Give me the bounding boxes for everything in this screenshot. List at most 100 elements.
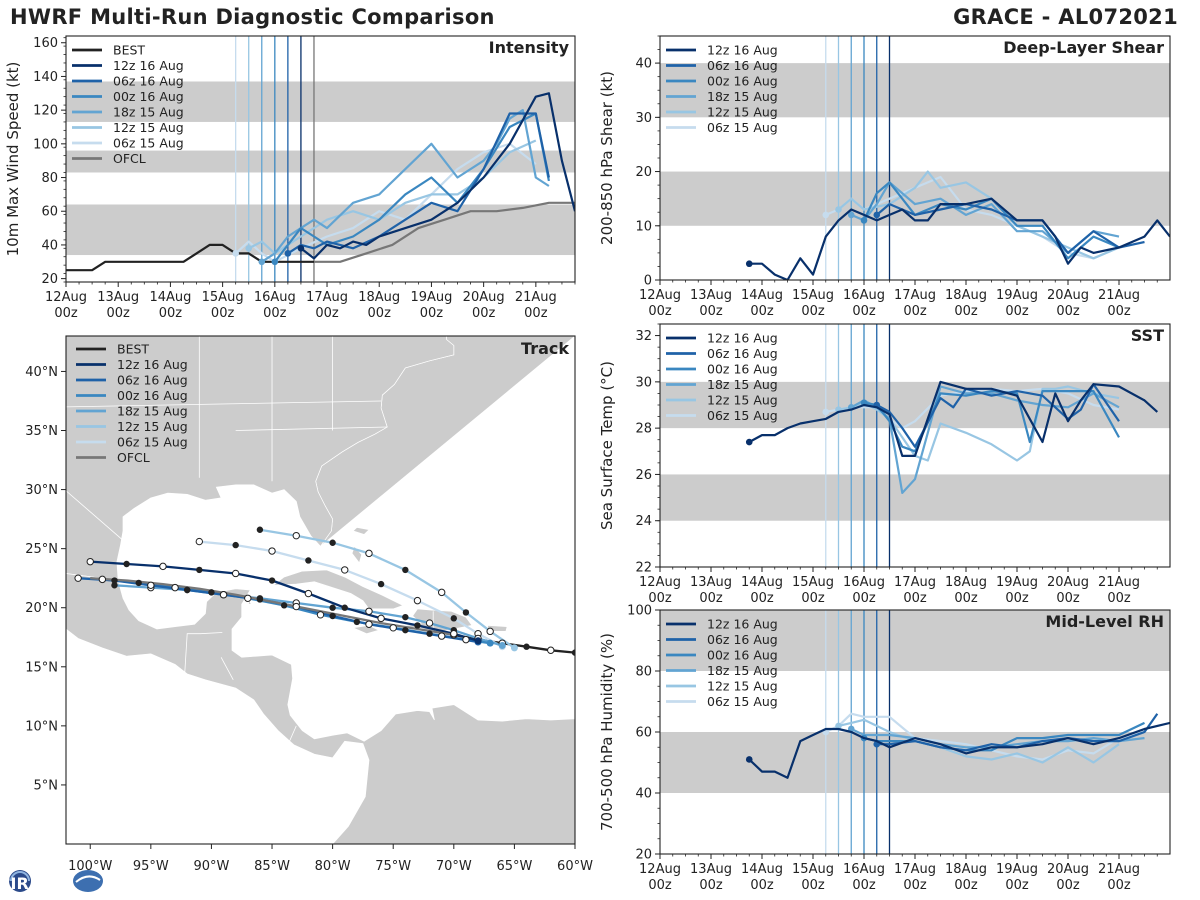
map-border-0 — [66, 490, 123, 540]
track-point-18z-15-aug — [402, 613, 409, 621]
track-point-00z-16-aug — [389, 624, 397, 632]
shear-xtick-hour: 00z — [1056, 304, 1080, 319]
legend-label-06z-15-aug: 06z 15 Aug — [707, 120, 778, 135]
intensity-init-marker-06z-15-aug — [232, 250, 239, 257]
map-border-7 — [235, 426, 388, 431]
intensity-ytick-label: 120 — [33, 104, 58, 119]
track-point-06z-16-aug — [329, 612, 336, 620]
map-border-9 — [288, 725, 297, 743]
intensity-series-best — [66, 243, 314, 272]
land-island-cuba — [272, 569, 404, 610]
track-point-06z-15-aug — [413, 596, 422, 605]
legend-label-06z-15-aug: 06z 15 Aug — [707, 408, 778, 423]
legend-label-12z-16-aug: 12z 16 Aug — [113, 58, 184, 73]
land-central-south-america — [66, 573, 575, 844]
shear-xtick-hour: 00z — [1005, 304, 1029, 319]
sst-xtick-day: 18Aug — [945, 575, 987, 590]
intensity-xtick-day: 13Aug — [97, 290, 139, 305]
legend-label-12z-15-aug: 12z 15 Aug — [707, 679, 778, 694]
track-point-06z-16-aug — [365, 620, 373, 628]
track-point-06z-16-aug — [256, 596, 264, 603]
rh-xtick-hour: 00z — [1005, 878, 1029, 893]
track-point-18z-15-aug — [111, 582, 118, 589]
sst-xtick-day: 20Aug — [1047, 575, 1089, 590]
shear-series-12z-15-aug — [837, 170, 1120, 260]
track-lat-label: 15°N — [25, 660, 58, 675]
legend-label-06z-15-aug: 06z 15 Aug — [117, 435, 188, 450]
legend-label-18z-15-aug: 18z 15 Aug — [707, 89, 778, 104]
legend-label-ofcl: OFCL — [113, 151, 146, 166]
legend-label-00z-16-aug: 00z 16 Aug — [707, 74, 778, 89]
intensity-xtick-day: 14Aug — [149, 290, 191, 305]
track-point-12z-15-aug — [462, 609, 470, 616]
intensity-xtick-hour: 00z — [315, 306, 339, 321]
sst-xtick-hour: 00z — [648, 591, 672, 606]
intensity-ytick-label: 100 — [33, 137, 58, 152]
track-point-18z-15-aug — [365, 607, 373, 615]
legend-label-18z-15-aug: 18z 15 Aug — [113, 105, 184, 120]
panel-track: 100°W 95°W 90°W 85°W 80°W 75°W 70°W 65°W 60°W 5°N… — [25, 335, 593, 874]
sst-ytick-label: 30 — [635, 375, 652, 390]
sst-xtick-day: 12Aug — [639, 575, 681, 590]
legend-label-12z-15-aug: 12z 15 Aug — [707, 393, 778, 408]
intensity-xtick-day: 12Aug — [45, 290, 87, 305]
track-point-18z-15-aug — [329, 604, 336, 611]
track-point-06z-15-aug — [377, 580, 385, 588]
shear-band-0 — [660, 171, 1170, 226]
sst-xtick-hour: 00z — [1107, 591, 1131, 606]
shear-xtick-hour: 00z — [801, 304, 825, 319]
intensity-xtick-hour: 00z — [524, 306, 548, 321]
shear-series-12z-16-aug — [749, 197, 1170, 280]
track-point-06z-16-aug — [292, 602, 300, 611]
sst-xtick-hour: 00z — [903, 591, 927, 606]
intensity-plot-area — [66, 36, 575, 282]
track-lat-label: 30°N — [25, 483, 58, 498]
intensity-title: Intensity — [489, 38, 570, 57]
panel-shear: 01020304012Aug00z13Aug00z14Aug00z15Aug00… — [598, 35, 1171, 319]
rh-xtick-day: 14Aug — [741, 862, 783, 877]
track-point-12z-16-aug — [268, 577, 276, 584]
shear-init-marker-00z-16-aug — [860, 217, 868, 224]
intensity-series-06z-16-aug — [287, 112, 550, 255]
track-point-12z-16-aug — [377, 614, 385, 623]
intensity-xtick-hour: 00z — [159, 306, 183, 321]
track-point-06z-15-aug — [305, 557, 312, 564]
track-point-12z-16-aug — [159, 562, 167, 571]
rh-ytick-label: 20 — [635, 848, 652, 863]
track-lat-label: 40°N — [25, 365, 58, 380]
intensity-series-12z-16-aug — [300, 92, 575, 260]
intensity-ytick-label: 140 — [33, 70, 58, 85]
track-point-18z-15-aug — [425, 619, 434, 627]
track-point-00z-16-aug — [280, 602, 288, 609]
rh-xtick-day: 21Aug — [1098, 862, 1140, 877]
intensity-init-marker-18z-15-aug — [258, 258, 266, 266]
shear-xtick-hour: 00z — [852, 304, 876, 319]
rh-xtick-hour: 00z — [750, 878, 774, 893]
legend-label-18z-15-aug: 18z 15 Aug — [707, 377, 778, 392]
shear-band-1 — [660, 63, 1170, 118]
rh-series-00z-16-aug — [863, 721, 1145, 752]
rh-ytick-label: 40 — [635, 787, 652, 802]
track-point-06z-16-aug — [111, 577, 118, 584]
sst-xtick-day: 14Aug — [741, 575, 783, 590]
track-point-06z-15-aug — [232, 541, 239, 549]
panel-rh: 2040608010012Aug00z13Aug00z14Aug00z15Aug… — [598, 604, 1171, 893]
cira-logo: CIRA — [0, 866, 106, 900]
track-lon-label: 65°W — [496, 859, 532, 874]
track-point-06z-16-aug — [402, 626, 409, 634]
map-border-1 — [184, 632, 223, 673]
intensity-xtick-day: 18Aug — [358, 290, 400, 305]
intensity-xtick-day: 19Aug — [410, 290, 452, 305]
track-point-06z-16-aug — [183, 586, 191, 594]
sst-xtick-day: 13Aug — [690, 575, 732, 590]
track-lat-label: 25°N — [25, 542, 58, 557]
sst-series-12z-16-aug — [748, 380, 1159, 457]
rh-xtick-hour: 00z — [1107, 878, 1131, 893]
map-border-2 — [220, 657, 234, 680]
track-point-00z-16-aug — [353, 618, 361, 626]
map-border-8 — [66, 400, 382, 408]
